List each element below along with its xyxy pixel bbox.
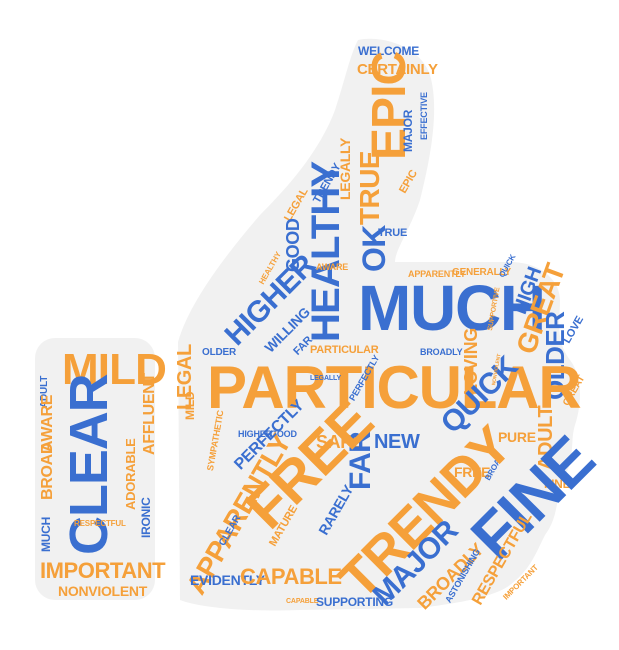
word-welcome: WELCOME bbox=[358, 44, 419, 58]
word-certainly: CERTAINLY bbox=[357, 61, 438, 78]
word-true-small: TRUE bbox=[378, 227, 408, 239]
word-much-wrist: MUCH bbox=[39, 516, 53, 552]
word-mild-wrist: MILD bbox=[62, 345, 167, 394]
word-good-small: GOOD bbox=[270, 429, 297, 439]
word-new: NEW bbox=[374, 431, 420, 453]
word-effective: EFFECTIVE bbox=[419, 92, 429, 140]
word-capable-small: CAPABLE bbox=[286, 598, 319, 605]
word-true: TRUE bbox=[354, 151, 385, 225]
word-much: MUCH bbox=[358, 272, 546, 344]
word-ironic-wrist: IRONIC bbox=[139, 497, 153, 538]
word-broadly-small: BROADLY bbox=[420, 347, 463, 357]
word-fine-small: FINE bbox=[544, 477, 571, 491]
word-nonviolent-wrist: NONVIOLENT bbox=[58, 583, 147, 599]
word-ok: OK bbox=[356, 225, 392, 272]
word-major-thumb: MAJOR bbox=[401, 109, 415, 152]
word-particular-small: PARTICULAR bbox=[310, 344, 379, 356]
word-affluent-wrist: AFFLUENT bbox=[141, 373, 158, 455]
word-supporting: SUPPORTING bbox=[316, 595, 393, 609]
word-free-small: FREE bbox=[454, 464, 491, 480]
word-pure: PURE bbox=[498, 429, 536, 445]
word-important-wrist: IMPORTANT bbox=[40, 558, 166, 583]
word-aware-small: AWARE bbox=[316, 262, 349, 272]
wrist-block bbox=[35, 338, 155, 600]
word-mild: MILD bbox=[183, 391, 197, 420]
word-aware-wrist: AWARE bbox=[39, 394, 56, 452]
word-adorable-wrist: ADORABLE bbox=[123, 438, 138, 510]
word-higher-small: HIGHER bbox=[238, 429, 272, 439]
word-evidently: EVIDENTLY bbox=[190, 572, 265, 588]
word-capable: CAPABLE bbox=[240, 564, 342, 589]
word-particular: PARTICULAR bbox=[207, 354, 582, 421]
word-older-small: OLDER bbox=[202, 347, 237, 358]
word-generally: GENERALLY bbox=[452, 267, 511, 278]
word-legally-small: LEGALLY bbox=[310, 375, 342, 382]
hand-silhouette bbox=[178, 38, 580, 611]
word-apparently-small: APPARENTLY bbox=[408, 269, 466, 279]
word-respectful-wrist: RESPECTFUL bbox=[74, 519, 126, 528]
word-safe: SAFE bbox=[316, 432, 363, 452]
